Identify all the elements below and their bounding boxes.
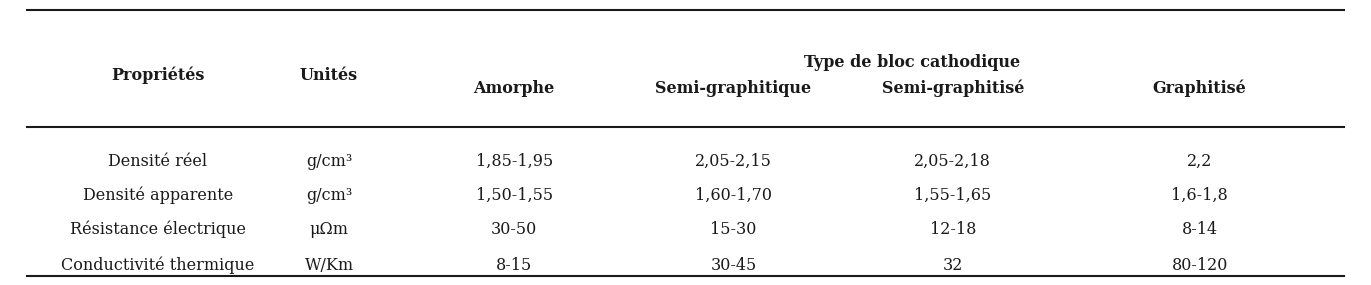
Text: Densité apparente: Densité apparente [82,186,233,204]
Text: μΩm: μΩm [310,221,348,238]
Text: 1,55-1,65: 1,55-1,65 [914,187,991,204]
Text: Unités: Unités [300,67,358,84]
Text: 8-14: 8-14 [1182,221,1217,238]
Text: 1,6-1,8: 1,6-1,8 [1171,187,1228,204]
Text: Type de bloc cathodique: Type de bloc cathodique [803,54,1020,71]
Text: 1,60-1,70: 1,60-1,70 [695,187,772,204]
Text: g/cm³: g/cm³ [306,187,352,204]
Text: g/cm³: g/cm³ [306,152,352,170]
Text: 80-120: 80-120 [1171,256,1228,274]
Text: 2,05-2,15: 2,05-2,15 [695,152,772,170]
Text: Semi-graphitisé: Semi-graphitisé [882,80,1024,97]
Text: 12-18: 12-18 [930,221,976,238]
Text: Densité réel: Densité réel [108,152,207,170]
Text: 32: 32 [943,256,962,274]
Text: Amorphe: Amorphe [473,80,555,97]
Text: 1,50-1,55: 1,50-1,55 [476,187,553,204]
Text: Graphitisé: Graphitisé [1153,80,1246,97]
Text: 30-45: 30-45 [710,256,757,274]
Text: 1,85-1,95: 1,85-1,95 [476,152,553,170]
Text: 30-50: 30-50 [491,221,537,238]
Text: 8-15: 8-15 [496,256,532,274]
Text: 2,05-2,18: 2,05-2,18 [914,152,991,170]
Text: Propriétés: Propriétés [111,67,204,84]
Text: Conductivité thermique: Conductivité thermique [60,256,255,274]
Text: Semi-graphitique: Semi-graphitique [655,80,812,97]
Text: W/Km: W/Km [304,256,354,274]
Text: 2,2: 2,2 [1187,152,1212,170]
Text: Résistance électrique: Résistance électrique [70,221,245,238]
Text: 15-30: 15-30 [710,221,757,238]
